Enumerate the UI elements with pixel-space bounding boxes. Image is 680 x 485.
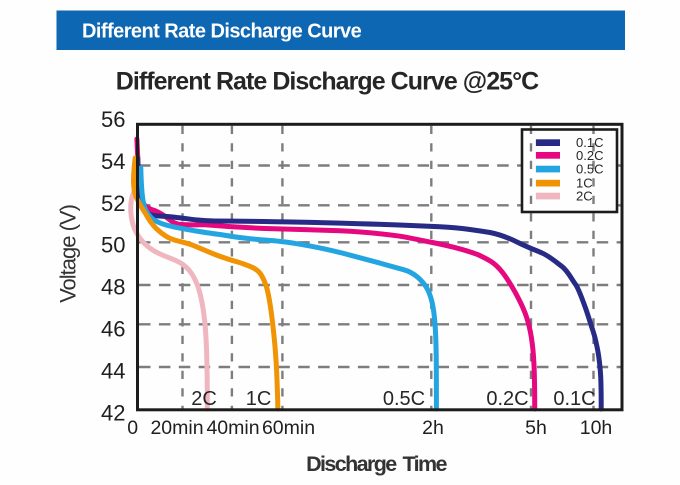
svg-text:5h: 5h (525, 417, 547, 439)
svg-text:Voltage (V): Voltage (V) (56, 205, 81, 303)
svg-text:46: 46 (101, 317, 125, 342)
svg-text:Different Rate Discharge Curve: Different Rate Discharge Curve @25°C (116, 68, 539, 96)
svg-text:1C: 1C (576, 176, 593, 191)
svg-text:0.2C: 0.2C (576, 148, 603, 163)
svg-text:44: 44 (101, 358, 125, 383)
svg-text:10h: 10h (580, 417, 613, 439)
svg-text:2h: 2h (422, 417, 444, 439)
svg-text:48: 48 (101, 275, 125, 300)
svg-text:40min: 40min (206, 417, 259, 439)
svg-text:1C: 1C (246, 388, 272, 410)
svg-text:Different Rate Discharge Curve: Different Rate Discharge Curve (82, 21, 362, 43)
svg-text:50: 50 (101, 233, 125, 258)
svg-text:60min: 60min (262, 417, 315, 439)
svg-text:2C: 2C (576, 189, 593, 204)
svg-text:54: 54 (101, 149, 125, 174)
svg-text:0.1C: 0.1C (576, 135, 603, 150)
svg-text:42: 42 (101, 400, 125, 425)
svg-text:Discharge Time: Discharge Time (306, 452, 447, 476)
svg-text:0.2C: 0.2C (486, 388, 528, 410)
svg-text:2C: 2C (191, 388, 217, 410)
svg-text:56: 56 (101, 107, 125, 132)
svg-text:52: 52 (101, 191, 125, 216)
svg-text:0.5C: 0.5C (576, 162, 603, 177)
svg-text:0.5C: 0.5C (383, 388, 425, 410)
svg-text:0: 0 (127, 417, 138, 439)
svg-text:20min: 20min (150, 417, 203, 439)
svg-text:0.1C: 0.1C (553, 388, 595, 410)
